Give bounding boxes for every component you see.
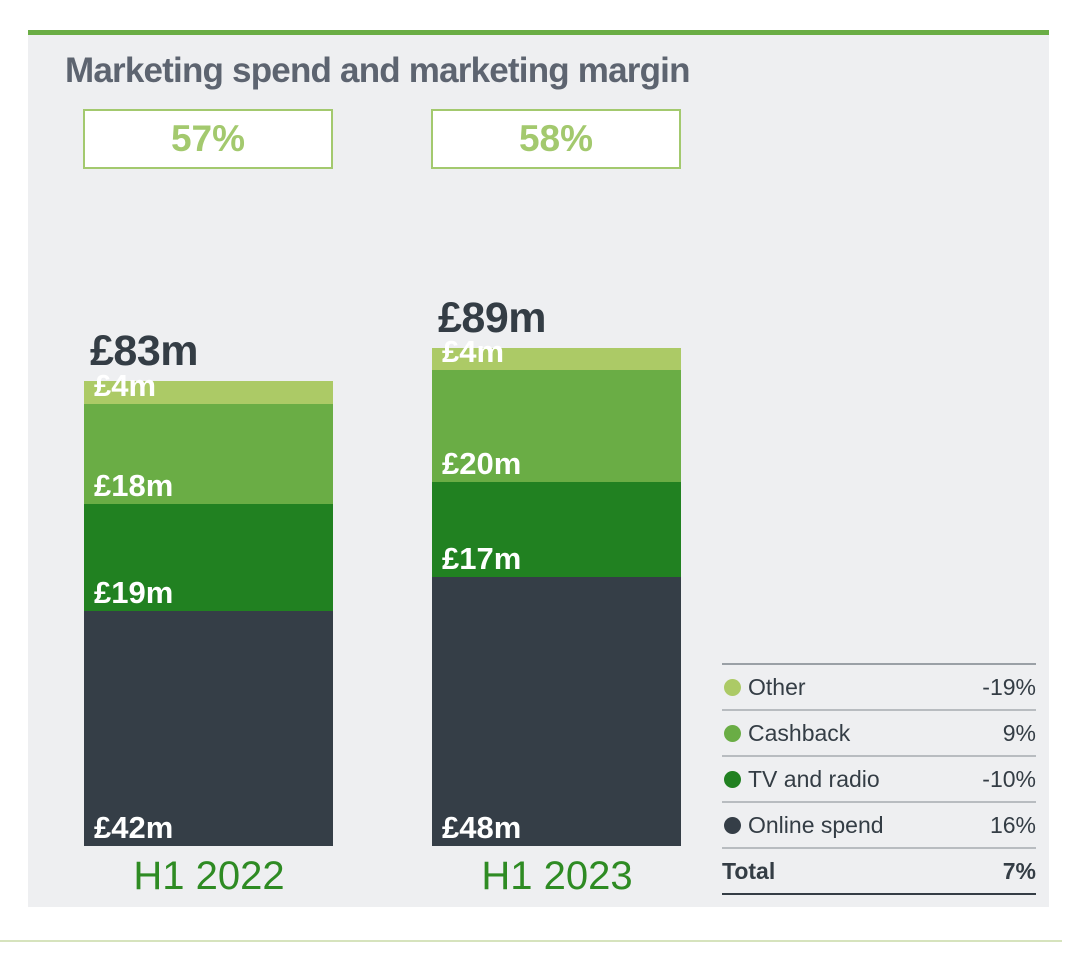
legend-label: Online spend: [748, 812, 884, 838]
legend-total-label: Total: [722, 858, 776, 884]
bar-segment-tv-and-radio-1: [432, 482, 681, 578]
segment-label-1-1: £17m: [442, 541, 522, 577]
legend-change: 9%: [1002, 720, 1036, 746]
legend-total-change: 7%: [1002, 858, 1036, 884]
legend: Other -19% Cashback 9% TV and radio -10% Onlin…: [722, 663, 1036, 895]
legend-row-cashback: Cashback 9%: [722, 711, 1036, 757]
legend-swatch-icon: [724, 771, 741, 788]
bar-segment-online-spend-0: [84, 610, 333, 846]
chart-panel: Marketing spend and marketing margin 57%…: [28, 30, 1049, 907]
legend-row-online-spend: Online spend 16%: [722, 803, 1036, 849]
legend-label: TV and radio: [748, 766, 880, 792]
segment-label-0-1: £48m: [442, 810, 522, 845]
bar-segment-other-1: [432, 347, 681, 370]
legend-swatch-icon: [724, 679, 741, 696]
legend-swatch-icon: [724, 817, 741, 834]
bar-segment-tv-and-radio-0: [84, 504, 333, 611]
legend-label: Other: [748, 674, 806, 700]
legend-swatch-icon: [724, 725, 741, 742]
margin-box-1: 58%: [431, 109, 681, 169]
category-label-1: H1 2023: [481, 854, 633, 898]
legend-change: 16%: [989, 812, 1036, 838]
segment-label-2-0: £18m: [94, 468, 174, 504]
total-label-0: £83m: [90, 327, 198, 376]
legend-row-other: Other -19%: [722, 665, 1036, 711]
legend-total-row: Total 7%: [722, 849, 1036, 895]
chart-title: Marketing spend and marketing margin: [65, 51, 690, 90]
legend-label: Cashback: [748, 720, 851, 746]
legend-row-tv-and-radio: TV and radio -10%: [722, 757, 1036, 803]
bar-segment-cashback-1: [432, 370, 681, 482]
legend-rows: Other -19% Cashback 9% TV and radio -10% Onlin…: [722, 665, 1036, 849]
segment-label-3-0: £4m: [94, 367, 157, 403]
category-label-0: H1 2022: [133, 854, 285, 898]
bar-segment-other-0: [84, 381, 333, 404]
segment-label-3-1: £4m: [442, 334, 505, 369]
segment-label-1-0: £19m: [94, 574, 174, 610]
legend-change: -10%: [982, 766, 1036, 792]
margin-box-0: 57%: [83, 109, 333, 169]
legend-change: -19%: [982, 674, 1036, 700]
total-label-1: £89m: [438, 293, 546, 342]
bar-segment-cashback-0: [84, 403, 333, 505]
segment-label-2-1: £20m: [442, 446, 522, 481]
bar-segment-online-spend-1: [432, 577, 681, 846]
segment-label-0-0: £42m: [94, 810, 174, 845]
bottom-divider: [0, 940, 1062, 942]
